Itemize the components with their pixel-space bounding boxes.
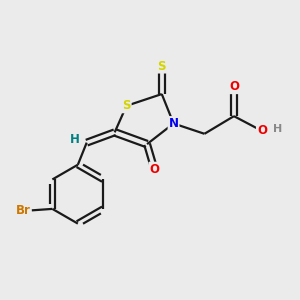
Text: N: N	[169, 117, 178, 130]
Text: O: O	[257, 124, 267, 137]
Text: O: O	[229, 80, 239, 93]
Text: S: S	[158, 60, 166, 73]
Text: S: S	[122, 99, 131, 112]
Text: H: H	[69, 133, 79, 146]
Text: O: O	[149, 163, 159, 176]
Text: Br: Br	[16, 204, 30, 217]
Text: H: H	[273, 124, 282, 134]
